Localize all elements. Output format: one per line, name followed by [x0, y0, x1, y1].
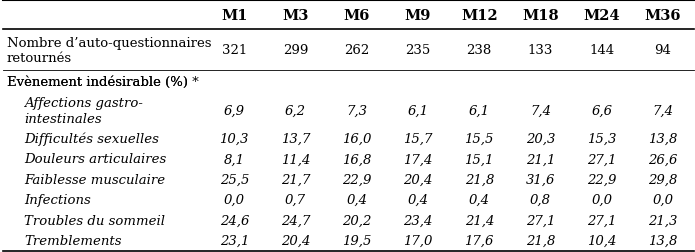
Text: 27,1: 27,1	[587, 153, 616, 166]
Text: 0,8: 0,8	[530, 193, 551, 206]
Text: 15,7: 15,7	[403, 132, 433, 145]
Text: 15,3: 15,3	[587, 132, 616, 145]
Text: 27,1: 27,1	[587, 214, 616, 227]
Text: 235: 235	[405, 44, 431, 57]
Text: 0,7: 0,7	[285, 193, 306, 206]
Text: Nombre d’auto-questionnaires
retournés: Nombre d’auto-questionnaires retournés	[7, 36, 211, 65]
Text: 25,5: 25,5	[220, 173, 249, 186]
Text: 13,7: 13,7	[281, 132, 310, 145]
Text: 23,4: 23,4	[403, 214, 433, 227]
Text: Infections: Infections	[24, 193, 91, 206]
Text: M24: M24	[583, 9, 620, 23]
Text: M3: M3	[282, 9, 309, 23]
Text: Difficultés sexuelles: Difficultés sexuelles	[24, 132, 159, 145]
Text: 16,0: 16,0	[342, 132, 371, 145]
Text: 15,5: 15,5	[464, 132, 494, 145]
Text: 13,8: 13,8	[648, 234, 678, 247]
Text: 17,0: 17,0	[403, 234, 433, 247]
Text: 20,4: 20,4	[281, 234, 310, 247]
Text: 15,1: 15,1	[464, 153, 494, 166]
Text: 144: 144	[589, 44, 614, 57]
Text: 17,4: 17,4	[403, 153, 433, 166]
Text: 0,0: 0,0	[591, 193, 612, 206]
Text: Troubles du sommeil: Troubles du sommeil	[24, 214, 165, 227]
Text: 29,8: 29,8	[648, 173, 678, 186]
Text: 0,0: 0,0	[224, 193, 245, 206]
Text: 20,3: 20,3	[526, 132, 555, 145]
Text: 17,6: 17,6	[464, 234, 494, 247]
Text: 21,7: 21,7	[281, 173, 310, 186]
Text: Affections gastro-
intestinales: Affections gastro- intestinales	[24, 97, 143, 125]
Text: 20,4: 20,4	[403, 173, 433, 186]
Text: 21,8: 21,8	[526, 234, 555, 247]
Text: Douleurs articulaires: Douleurs articulaires	[24, 153, 167, 166]
Text: M12: M12	[461, 9, 498, 23]
Text: 19,5: 19,5	[342, 234, 371, 247]
Text: 6,9: 6,9	[224, 105, 245, 118]
Text: Evènement indésirable (%) *: Evènement indésirable (%) *	[7, 76, 199, 89]
Text: Tremblements: Tremblements	[24, 234, 122, 247]
Text: 21,8: 21,8	[464, 173, 494, 186]
Text: 299: 299	[283, 44, 308, 57]
Text: 24,6: 24,6	[220, 214, 249, 227]
Text: 20,2: 20,2	[342, 214, 371, 227]
Text: 6,1: 6,1	[468, 105, 490, 118]
Text: 0,4: 0,4	[407, 193, 429, 206]
Text: Evènement indésirable (%): Evènement indésirable (%)	[7, 76, 188, 89]
Text: 21,1: 21,1	[526, 153, 555, 166]
Text: 6,1: 6,1	[407, 105, 429, 118]
Text: 94: 94	[655, 44, 671, 57]
Text: 6,2: 6,2	[285, 105, 306, 118]
Text: M18: M18	[522, 9, 559, 23]
Text: 0,0: 0,0	[653, 193, 673, 206]
Text: 10,4: 10,4	[587, 234, 616, 247]
Text: 31,6: 31,6	[526, 173, 555, 186]
Text: 8,1: 8,1	[224, 153, 245, 166]
Text: 7,4: 7,4	[530, 105, 551, 118]
Text: 6,6: 6,6	[591, 105, 612, 118]
Text: 26,6: 26,6	[648, 153, 678, 166]
Text: 27,1: 27,1	[526, 214, 555, 227]
Text: 262: 262	[344, 44, 369, 57]
Text: 21,3: 21,3	[648, 214, 678, 227]
Text: 22,9: 22,9	[587, 173, 616, 186]
Text: 0,4: 0,4	[468, 193, 490, 206]
Text: 10,3: 10,3	[220, 132, 249, 145]
Text: 22,9: 22,9	[342, 173, 371, 186]
Text: 7,4: 7,4	[653, 105, 673, 118]
Text: 7,3: 7,3	[346, 105, 367, 118]
Text: M6: M6	[343, 9, 370, 23]
Text: 23,1: 23,1	[220, 234, 249, 247]
Text: 0,4: 0,4	[346, 193, 367, 206]
Text: 13,8: 13,8	[648, 132, 678, 145]
Text: M36: M36	[645, 9, 681, 23]
Text: M9: M9	[404, 9, 431, 23]
Text: 321: 321	[222, 44, 247, 57]
Text: 24,7: 24,7	[281, 214, 310, 227]
Text: 238: 238	[466, 44, 492, 57]
Text: 11,4: 11,4	[281, 153, 310, 166]
Text: 21,4: 21,4	[464, 214, 494, 227]
Text: M1: M1	[221, 9, 247, 23]
Text: 16,8: 16,8	[342, 153, 371, 166]
Text: 133: 133	[528, 44, 553, 57]
Text: Faiblesse musculaire: Faiblesse musculaire	[24, 173, 165, 186]
